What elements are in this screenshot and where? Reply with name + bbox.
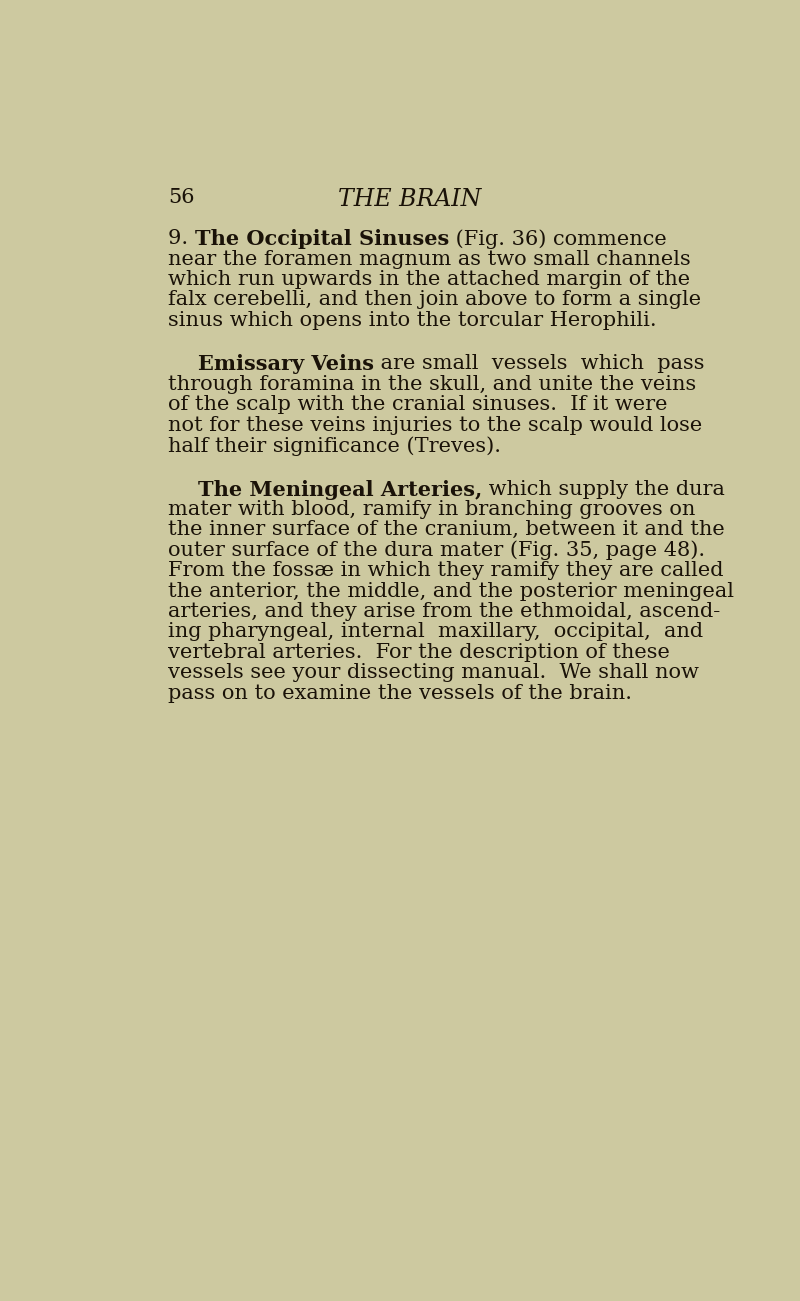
Text: near the foramen magnum as two small channels: near the foramen magnum as two small cha… (168, 250, 691, 269)
Text: Emissary Veins: Emissary Veins (198, 354, 374, 375)
Text: sinus which opens into the torcular Herophili.: sinus which opens into the torcular Hero… (168, 311, 657, 330)
Text: 56: 56 (168, 189, 194, 207)
Text: through foramina in the skull, and unite the veins: through foramina in the skull, and unite… (168, 375, 697, 394)
Text: 9.: 9. (168, 229, 195, 248)
Text: The Meningeal Arteries,: The Meningeal Arteries, (198, 480, 482, 500)
Text: mater with blood, ramify in branching grooves on: mater with blood, ramify in branching gr… (168, 500, 695, 519)
Text: the inner surface of the cranium, between it and the: the inner surface of the cranium, betwee… (168, 520, 725, 540)
Text: not for these veins injuries to the scalp would lose: not for these veins injuries to the scal… (168, 415, 702, 435)
Text: falx cerebelli, and then join above to form a single: falx cerebelli, and then join above to f… (168, 290, 702, 310)
Text: (Fig. 36) commence: (Fig. 36) commence (450, 229, 667, 248)
Text: of the scalp with the cranial sinuses.  If it were: of the scalp with the cranial sinuses. I… (168, 396, 668, 414)
Text: which run upwards in the attached margin of the: which run upwards in the attached margin… (168, 271, 690, 289)
Text: half their significance (Treves).: half their significance (Treves). (168, 436, 501, 455)
Text: From the fossæ in which they ramify they are called: From the fossæ in which they ramify they… (168, 561, 724, 580)
Text: arteries, and they arise from the ethmoidal, ascend-: arteries, and they arise from the ethmoi… (168, 602, 721, 621)
Text: vertebral arteries.  For the description of these: vertebral arteries. For the description … (168, 643, 670, 662)
Text: which supply the dura: which supply the dura (482, 480, 725, 498)
Text: the anterior, the middle, and the posterior meningeal: the anterior, the middle, and the poster… (168, 582, 734, 601)
Text: ing pharyngeal, internal  maxillary,  occipital,  and: ing pharyngeal, internal maxillary, occi… (168, 622, 703, 641)
Text: THE BRAIN: THE BRAIN (338, 189, 482, 212)
Text: pass on to examine the vessels of the brain.: pass on to examine the vessels of the br… (168, 683, 632, 703)
Text: The Occipital Sinuses: The Occipital Sinuses (195, 229, 450, 250)
Text: vessels see your dissecting manual.  We shall now: vessels see your dissecting manual. We s… (168, 664, 699, 682)
Text: outer surface of the dura mater (Fig. 35, page 48).: outer surface of the dura mater (Fig. 35… (168, 541, 706, 561)
Text: are small  vessels  which  pass: are small vessels which pass (374, 354, 704, 373)
